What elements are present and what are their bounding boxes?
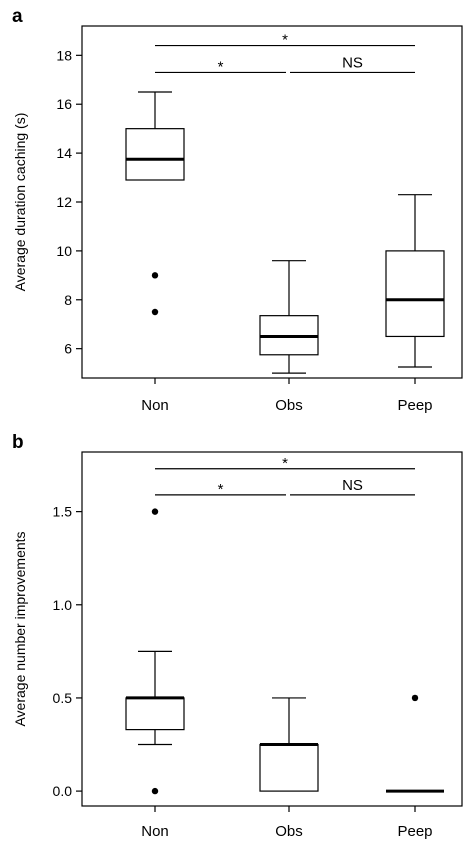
significance-label: NS [342,477,363,494]
y-tick-label: 1.5 [53,504,73,520]
significance-label: * [282,32,288,49]
significance-label: NS [342,54,363,71]
panel-a: a 6 8 10 12 14 16 18 Average duration caching (s… [12,6,463,414]
outlier-point [411,694,419,702]
panel-letter: b [12,432,24,453]
outlier-point [151,308,159,316]
box-non [125,508,185,795]
outlier-point [151,787,159,795]
y-tick-label: 16 [56,96,72,112]
y-tick-label: 0.0 [53,783,73,799]
plot-frame [81,451,463,807]
x-category-label: Obs [275,823,303,840]
x-category-label: Peep [397,823,432,840]
box-iqr [125,697,185,731]
panel-letter: a [12,6,23,27]
significance-label: * [218,58,224,75]
y-tick-label: 18 [56,47,72,63]
y-tick-label: 6 [64,341,72,357]
y-tick-label: 14 [56,145,72,161]
y-axis-title: Average number improvements [12,531,28,726]
box-iqr [385,250,445,338]
y-axis-title: Average duration caching (s) [12,113,28,292]
box-obs [259,260,319,374]
y-tick-label: 10 [56,243,72,259]
x-category-label: Non [141,397,169,414]
box-non [125,91,185,316]
significance-label: * [218,481,224,498]
x-category-label: Non [141,823,169,840]
box-iqr [125,128,185,181]
outlier-point [151,508,159,515]
x-category-label: Peep [397,397,432,414]
outlier-point [151,272,159,279]
significance-label: * [282,455,288,472]
panel-b: b 0.0 0.5 1.0 1.5 Average number improvements… [12,432,463,840]
y-tick-label: 8 [64,292,72,308]
box-iqr [259,743,319,792]
box-peep [386,694,444,793]
y-tick-label: 12 [56,194,72,210]
y-tick-label: 0.5 [53,690,73,706]
y-tick-label: 1.0 [53,597,73,613]
x-category-label: Obs [275,397,303,414]
box-obs [259,697,319,792]
box-peep [385,194,445,368]
